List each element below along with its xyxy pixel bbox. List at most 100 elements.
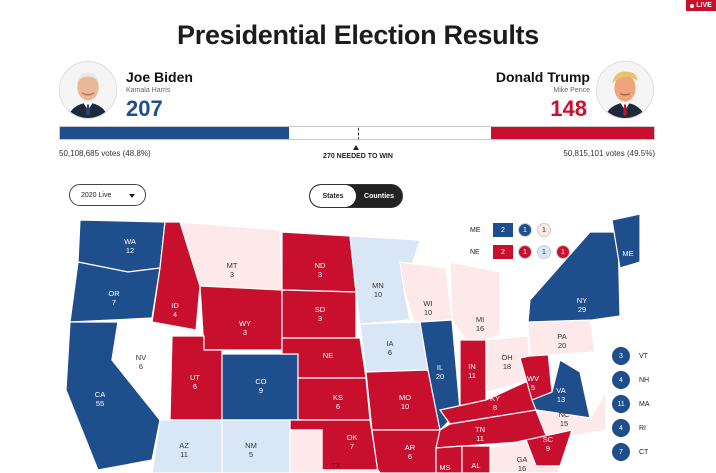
needed-to-win-label: 270 NEEDED TO WIN xyxy=(323,153,393,160)
state-label-ny: NY 29 xyxy=(577,296,587,314)
state-nm[interactable] xyxy=(221,419,291,473)
state-nc[interactable] xyxy=(535,389,607,441)
northeast-state-code: CT xyxy=(639,448,649,456)
state-label-sc: SC 9 xyxy=(543,435,554,453)
live-label: LIVE xyxy=(696,2,712,9)
page-title: Presidential Election Results xyxy=(177,20,539,50)
win-threshold-line xyxy=(358,127,359,139)
live-badge: LIVE xyxy=(686,0,716,11)
view-toggle[interactable]: States Counties xyxy=(309,184,403,208)
state-label-ia: IA 6 xyxy=(386,339,393,357)
split-row-me: ME 2 1 1 xyxy=(470,223,551,237)
northeast-ev-badge: 7 xyxy=(612,443,630,461)
state-label-tn: TN 11 xyxy=(475,425,485,443)
year-select[interactable]: 2020 Live xyxy=(69,184,146,206)
state-label-oh: OH 18 xyxy=(501,353,512,371)
chevron-down-icon xyxy=(129,194,135,198)
state-label-al: AL xyxy=(471,461,480,470)
state-ny[interactable] xyxy=(527,231,621,323)
state-me[interactable] xyxy=(611,213,641,269)
northeast-item[interactable]: 11 MA xyxy=(612,392,650,416)
us-map-svg: WA 12 OR 7 CA 55 NV 6 ID 4 MT 3 WY 3 UT 6 CO 9 AZ 11 NM 5 ND 3 S… xyxy=(65,213,641,473)
district-badge: 1 xyxy=(518,245,532,259)
state-tx[interactable] xyxy=(289,429,381,473)
biden-name: Joe Biden xyxy=(126,69,193,85)
state-label-ms: MS xyxy=(439,463,450,472)
state-label-me: ME xyxy=(622,249,633,258)
state-label-sd: SD 3 xyxy=(315,305,326,323)
state-label-co: CO 9 xyxy=(255,377,266,395)
northeast-state-code: VT xyxy=(639,352,648,360)
split-code: ME xyxy=(470,226,481,234)
threshold-arrow-icon xyxy=(353,145,359,150)
district-badge: 1 xyxy=(537,245,551,259)
state-label-nc: NC 15 xyxy=(559,410,570,428)
state-label-ky: KY 8 xyxy=(490,394,500,412)
biden-portrait-icon xyxy=(60,62,116,118)
trump-popular-votes: 50,815,101 votes (49.5%) xyxy=(563,149,655,158)
state-label-nd: ND 3 xyxy=(315,261,326,279)
split-row-ne: NE 2 1 1 1 xyxy=(470,245,570,259)
northeast-small-states-list: 3 VT 4 NH 11 MA 4 RI 7 CT xyxy=(612,344,650,464)
toggle-counties[interactable]: Counties xyxy=(364,192,394,200)
state-wy[interactable] xyxy=(199,285,283,351)
trump-portrait-icon xyxy=(597,62,653,118)
state-ga[interactable] xyxy=(489,439,561,473)
year-select-value: 2020 Live xyxy=(81,191,112,199)
state-label-in: IN 11 xyxy=(468,362,476,380)
state-label-ok: OK 7 xyxy=(347,433,358,451)
state-label-az: AZ 11 xyxy=(179,441,189,459)
dem-progress-fill xyxy=(60,127,289,139)
biden-popular-votes: 50,108,685 votes (48.8%) xyxy=(59,149,151,158)
trump-name: Donald Trump xyxy=(495,69,590,85)
state-label-mn: MN 10 xyxy=(372,281,384,299)
state-mn[interactable] xyxy=(349,235,421,325)
northeast-state-code: MA xyxy=(639,400,650,408)
biden-electoral-votes: 207 xyxy=(126,96,163,121)
state-az[interactable] xyxy=(151,419,223,473)
state-label-wa: WA 12 xyxy=(124,237,136,255)
biden-avatar xyxy=(59,61,117,119)
northeast-item[interactable]: 4 RI xyxy=(612,416,650,440)
state-label-wi: WI 10 xyxy=(423,299,432,317)
rep-progress-fill xyxy=(490,127,654,139)
northeast-ev-badge: 11 xyxy=(612,395,630,413)
state-label-tx: TX xyxy=(331,461,341,470)
state-label-nm: NM 5 xyxy=(245,441,257,459)
state-label-ks: KS 6 xyxy=(333,393,343,411)
state-label-va: VA 13 xyxy=(556,386,565,404)
state-label-ne: NE xyxy=(323,351,333,360)
northeast-item[interactable]: 3 VT xyxy=(612,344,650,368)
state-al[interactable] xyxy=(461,445,491,473)
state-ms[interactable] xyxy=(435,445,463,473)
state-label-wy: WY 3 xyxy=(239,319,251,337)
state-label-ca: CA 55 xyxy=(95,390,105,408)
trump-electoral-votes: 148 xyxy=(550,96,587,121)
northeast-ev-badge: 3 xyxy=(612,347,630,365)
state-label-wv: WV 5 xyxy=(527,374,539,392)
us-map: WA 12 OR 7 CA 55 NV 6 ID 4 MT 3 WY 3 UT 6 CO 9 AZ 11 NM 5 ND 3 S… xyxy=(0,210,716,473)
state-label-ga: GA 16 xyxy=(517,455,528,473)
toggle-states[interactable]: States xyxy=(310,185,356,207)
state-ar[interactable] xyxy=(371,429,441,473)
state-label-id: ID 4 xyxy=(171,301,179,319)
northeast-item[interactable]: 4 NH xyxy=(612,368,650,392)
state-label-mi: MI 16 xyxy=(476,315,484,333)
split-code: NE xyxy=(470,248,480,256)
state-label-nv: NV 6 xyxy=(136,353,146,371)
northeast-state-code: RI xyxy=(639,424,646,432)
northeast-item[interactable]: 7 CT xyxy=(612,440,650,464)
state-label-ut: UT 6 xyxy=(190,373,200,391)
state-label-il: IL 20 xyxy=(436,363,444,381)
northeast-ev-badge: 4 xyxy=(612,371,630,389)
state-label-pa: PA 20 xyxy=(557,332,566,350)
state-label-or: OR 7 xyxy=(108,289,120,307)
trump-avatar xyxy=(596,61,654,119)
state-ia[interactable] xyxy=(359,321,429,373)
district-badge: 1 xyxy=(537,223,551,237)
district-badge: 1 xyxy=(556,245,570,259)
state-label-mo: MO 10 xyxy=(399,393,411,411)
trump-running-mate: Mike Pence xyxy=(553,87,590,94)
state-label-ar: AR 6 xyxy=(405,443,416,461)
